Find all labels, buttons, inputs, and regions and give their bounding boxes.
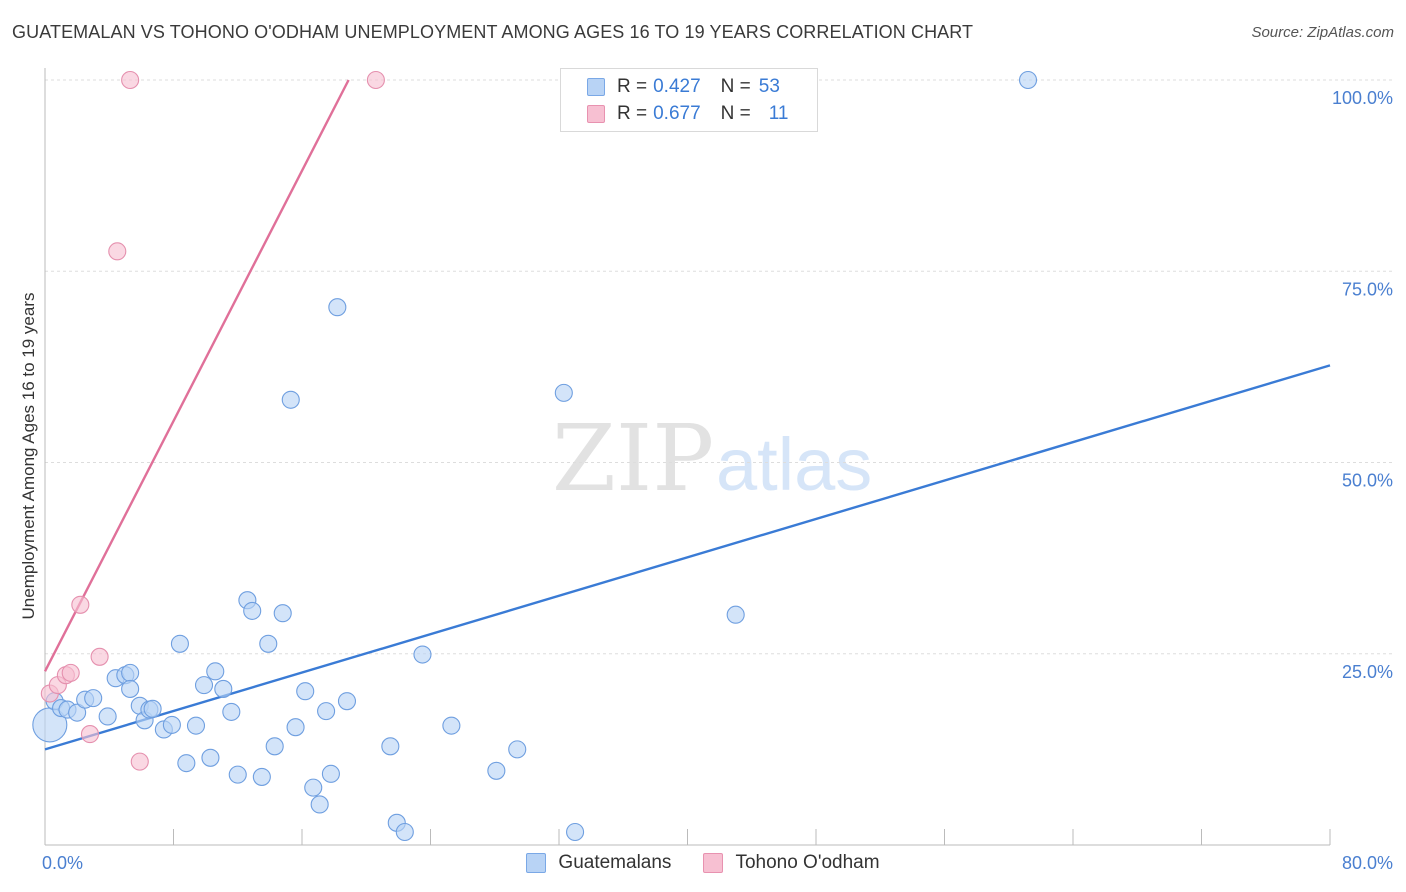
data-point [286, 718, 305, 737]
data-point [143, 699, 162, 718]
legend-n-label: N = [720, 76, 751, 97]
watermark: ZIP atlas [552, 405, 872, 512]
series-swatch-pink [703, 853, 724, 873]
data-point [121, 679, 140, 698]
series-name: Tohono O'odham [735, 852, 880, 873]
data-point [296, 682, 315, 701]
data-point [243, 601, 262, 620]
data-point [90, 647, 109, 666]
data-point [265, 737, 284, 756]
legend-swatch-pink [587, 105, 605, 123]
data-point [273, 604, 292, 623]
watermark-atlas: atlas [716, 423, 872, 506]
data-point [121, 663, 140, 682]
trend-line [44, 364, 1331, 751]
data-point [726, 605, 745, 624]
y-tick-label: 25.0% [1342, 662, 1393, 682]
legend-row-guatemalans: R = 0.427 N = 53 [587, 74, 780, 100]
y-axis-label: Unemployment Among Ages 16 to 19 years [19, 293, 38, 620]
series-legend-tohono: Tohono O'odham [703, 852, 880, 874]
data-point [328, 298, 347, 317]
data-point [259, 634, 278, 653]
x-tick-label-max: 80.0% [1342, 853, 1393, 873]
data-point [121, 70, 140, 90]
data-point [554, 383, 573, 402]
data-point [413, 645, 432, 664]
data-point [222, 702, 241, 721]
y-tick-label: 100.0% [1332, 88, 1393, 108]
trend-lines [43, 79, 1331, 751]
source-credit: Source: ZipAtlas.com [1251, 24, 1394, 41]
data-point [304, 778, 323, 797]
data-point [170, 634, 189, 653]
data-point [395, 822, 414, 842]
grid-lines: 25.0% 50.0% 75.0% 100.0% [45, 79, 1393, 682]
legend-n-value: 11 [768, 103, 789, 124]
legend-r-label: R = [617, 103, 648, 124]
y-tick-label: 50.0% [1342, 471, 1393, 491]
data-point [310, 795, 329, 814]
data-point [162, 715, 181, 734]
data-point [508, 740, 527, 759]
series-name: Guatemalans [558, 852, 672, 873]
data-point [80, 725, 100, 744]
data-point [442, 716, 461, 735]
series-swatch-blue [526, 853, 547, 873]
x-tick-label-min: 0.0% [42, 853, 83, 873]
data-point [71, 595, 90, 614]
data-point [206, 662, 225, 681]
chart-title: GUATEMALAN VS TOHONO O'ODHAM UNEMPLOYMEN… [12, 22, 974, 42]
data-point [98, 707, 117, 726]
data-point [214, 679, 233, 698]
legend-r-value: 0.427 [653, 76, 701, 97]
legend-row-tohono: R = 0.677 N = 11 [587, 101, 789, 127]
legend-n-value: 53 [758, 76, 780, 97]
y-tick-label: 75.0% [1342, 279, 1393, 299]
data-point [317, 702, 336, 721]
series-legend: Guatemalans Tohono O'odham [0, 852, 1406, 874]
data-point [252, 767, 271, 786]
data-point [381, 737, 400, 756]
series-legend-guatemalans: Guatemalans [526, 852, 671, 874]
data-point [1018, 70, 1038, 90]
data-point [108, 242, 127, 261]
data-point [201, 748, 220, 767]
data-point [566, 822, 585, 842]
data-point [281, 390, 300, 409]
data-point [61, 663, 80, 682]
data-point [177, 754, 196, 773]
data-point [487, 761, 506, 780]
data-points [32, 70, 1038, 842]
data-point [366, 70, 385, 90]
legend-n-label: N = [720, 103, 751, 124]
data-point [337, 692, 357, 711]
data-point [228, 765, 247, 784]
data-point [130, 752, 149, 771]
data-point [84, 689, 103, 708]
data-point [68, 703, 87, 722]
correlation-legend: R = 0.427 N = 53 R = 0.677 N = 11 [560, 68, 818, 132]
data-point [186, 716, 206, 735]
data-point [321, 764, 340, 783]
trend-line [43, 79, 350, 672]
data-point [194, 676, 214, 695]
watermark-zip: ZIP [552, 405, 714, 512]
legend-swatch-blue [587, 78, 605, 96]
legend-r-value: 0.677 [653, 103, 701, 124]
legend-r-label: R = [617, 76, 648, 97]
